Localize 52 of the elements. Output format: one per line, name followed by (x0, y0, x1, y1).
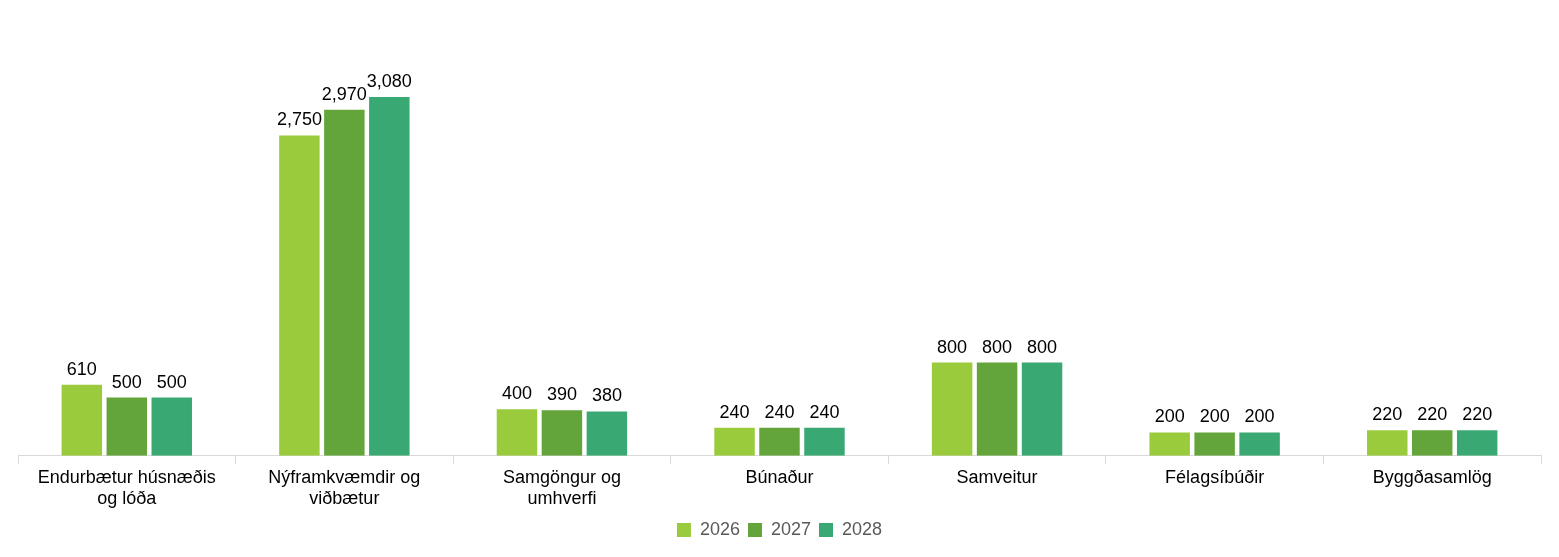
data-label: 240 (809, 401, 840, 422)
bar (1456, 430, 1498, 456)
data-label: 200 (1244, 406, 1275, 427)
data-label: 390 (546, 384, 577, 405)
legend-label: 2026 (699, 518, 740, 539)
data-label: 800 (982, 336, 1013, 357)
bar (1411, 430, 1453, 456)
bar (541, 410, 583, 456)
data-label: 610 (66, 358, 97, 379)
bar (976, 362, 1018, 456)
legend-label: 2028 (842, 518, 883, 539)
bar (1239, 432, 1280, 456)
data-label: 500 (156, 371, 187, 392)
x-tick-label: Búnaður (745, 466, 814, 487)
bar (1149, 432, 1190, 456)
data-label: 380 (591, 385, 622, 406)
bar (496, 409, 538, 456)
bar (714, 427, 755, 456)
bar (1367, 430, 1408, 456)
x-tick-label: Samgöngur og umhverfi (502, 466, 621, 509)
data-label: 240 (719, 401, 750, 422)
x-tick-label: Byggðasamlög (1372, 466, 1492, 487)
data-label: 800 (937, 336, 968, 357)
data-label: 400 (501, 383, 532, 404)
x-tick-label: Félagsíbúðir (1165, 466, 1265, 487)
bar (586, 411, 628, 456)
bar (106, 397, 148, 456)
data-label: 220 (1417, 404, 1448, 425)
data-label: 2,750 (276, 109, 322, 130)
bar (151, 397, 192, 456)
x-tick-label: Endurbætur húsnæðis og lóða (37, 466, 216, 509)
data-label: 200 (1199, 406, 1230, 427)
bar (369, 96, 410, 456)
data-label: 2,970 (321, 83, 367, 104)
data-label: 220 (1462, 404, 1493, 425)
x-tick-label: Nýframkvæmdir og viðbætur (268, 466, 421, 509)
data-label: 800 (1027, 336, 1058, 357)
data-label: 240 (764, 401, 795, 422)
x-tick-label: Samveitur (956, 466, 1038, 487)
bar (759, 427, 800, 456)
bar (931, 362, 973, 456)
bar (1194, 432, 1235, 456)
data-label: 3,080 (366, 70, 412, 91)
data-label: 500 (111, 371, 142, 392)
data-label: 200 (1154, 406, 1185, 427)
data-label: 220 (1372, 404, 1403, 425)
legend-label: 2027 (770, 518, 812, 539)
bar (804, 427, 845, 456)
bar (1021, 362, 1063, 456)
bar (61, 384, 103, 456)
bar (324, 109, 365, 456)
bar (279, 135, 320, 456)
